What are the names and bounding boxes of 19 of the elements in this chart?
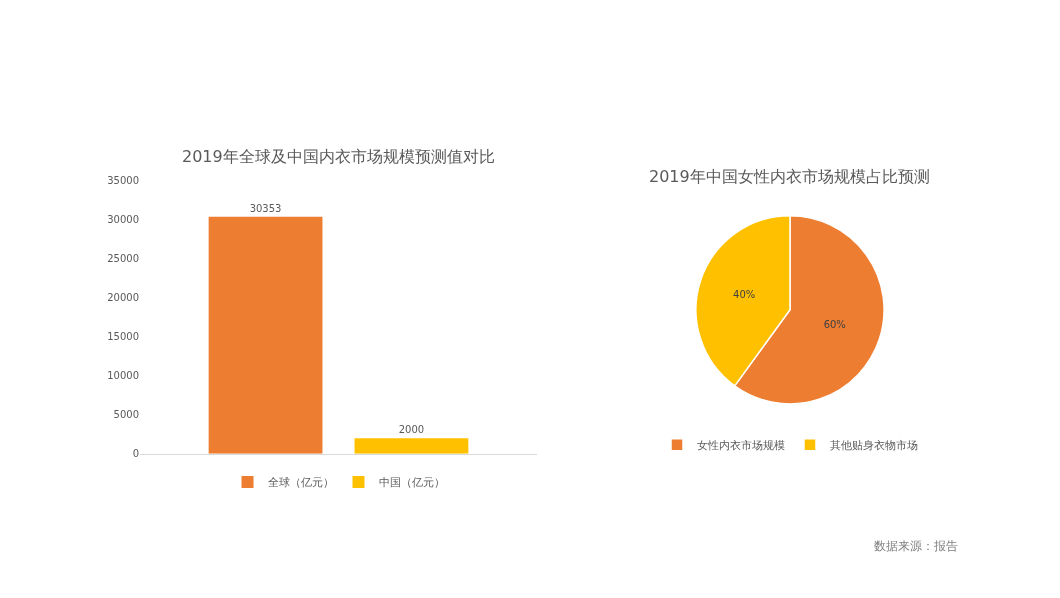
data-label: 60% — [823, 318, 846, 330]
y-tick-label: 25000 — [107, 253, 139, 265]
chart-title: 2019年中国女性内衣市场规模占比预测 — [649, 167, 930, 186]
chart-title: 2019年全球及中国内衣市场规模预测值对比 — [182, 147, 495, 166]
y-tick-label: 0 — [132, 448, 139, 460]
legend-label: 女性内衣市场规模 — [697, 439, 785, 453]
y-tick-label: 35000 — [107, 174, 139, 186]
data-label: 40% — [733, 289, 756, 301]
legend-label: 其他贴身衣物市场 — [830, 439, 918, 453]
y-tick-label: 5000 — [113, 409, 139, 421]
legend-label: 中国（亿元） — [378, 476, 445, 490]
data-label: 30353 — [249, 202, 282, 214]
y-tick-label: 30000 — [107, 213, 139, 225]
y-tick-label: 20000 — [107, 292, 139, 304]
legend-label: 全球（亿元） — [267, 476, 334, 490]
y-tick-label: 15000 — [107, 331, 139, 343]
y-tick-label: 10000 — [107, 370, 139, 382]
source-note: 数据来源：报告 — [874, 539, 958, 553]
data-label: 2000 — [398, 424, 425, 436]
